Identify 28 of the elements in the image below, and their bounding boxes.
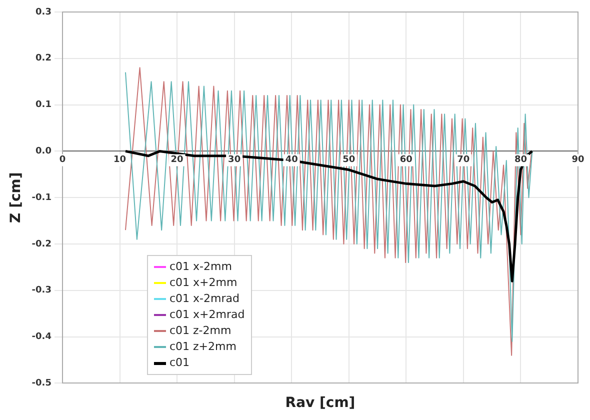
x-tick-label: 80 (514, 155, 527, 166)
x-tick-label: 70 (457, 155, 470, 166)
legend-label: c01 x+2mrad (169, 307, 245, 324)
legend-label: c01 x-2mrad (169, 291, 240, 308)
legend-label: c01 x+2mm (169, 275, 238, 292)
x-tick-label: 40 (285, 155, 298, 166)
y-tick-label: 0.3 (36, 7, 52, 18)
y-tick-label: -0.3 (32, 286, 52, 296)
legend-label: c01 z-2mm (169, 323, 232, 340)
y-tick-label: -0.5 (32, 378, 52, 389)
y-axis-title: Z [cm] (8, 172, 24, 223)
x-tick-label: 60 (400, 155, 412, 166)
x-tick-label: 10 (113, 155, 126, 166)
y-tick-label: 0.1 (36, 100, 52, 110)
x-tick-label: 90 (572, 155, 584, 166)
legend-label: c01 (169, 355, 190, 372)
y-tick-label: -0.2 (32, 239, 52, 250)
x-tick-label: 50 (342, 155, 356, 166)
y-tick-label: -0.1 (32, 192, 52, 203)
y-tick-label: -0.4 (32, 332, 52, 342)
legend-label: c01 z+2mm (169, 339, 236, 356)
x-axis-title: Rav [cm] (285, 395, 356, 412)
legend-label: c01 x-2mm (169, 259, 232, 276)
x-tick-label: 30 (228, 155, 241, 166)
y-tick-label: 0.0 (36, 146, 52, 157)
x-tick-label: 0 (59, 155, 66, 166)
y-tick-label: 0.2 (36, 54, 52, 64)
x-tick-label: 20 (170, 155, 184, 166)
